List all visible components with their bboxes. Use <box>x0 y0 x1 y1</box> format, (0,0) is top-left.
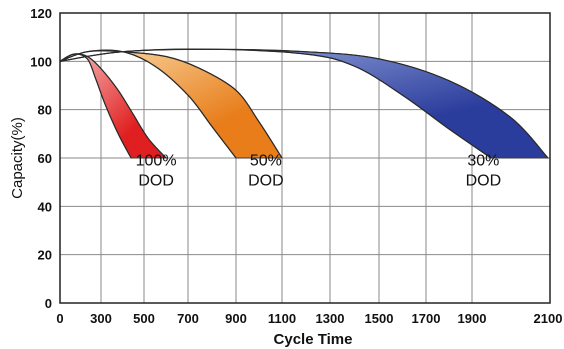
series-label-1: 50% <box>250 152 282 169</box>
x-tick-label: 1300 <box>316 311 345 326</box>
series-label-2: 30% <box>467 152 499 169</box>
series-areas <box>59 48 550 159</box>
y-axis-ticks: 0 20 40 60 80 100 120 <box>30 6 52 311</box>
y-tick-label: 0 <box>45 296 52 311</box>
y-tick-label: 100 <box>30 54 52 69</box>
series-label-2: DOD <box>466 172 502 189</box>
series-lower-line-1 <box>59 49 237 159</box>
y-axis-title: Capacity(%) <box>9 117 26 199</box>
x-tick-label: 500 <box>133 311 155 326</box>
series-area-0 <box>59 53 168 159</box>
y-tick-label: 80 <box>38 103 52 118</box>
y-tick-label: 120 <box>30 6 52 21</box>
series-lower-line-0 <box>59 53 132 159</box>
series-label-0: 100% <box>136 152 177 169</box>
plot-frame <box>59 12 551 304</box>
x-tick-label: 2100 <box>534 311 563 326</box>
series-labels: 100% DOD 50% DOD 30% DOD <box>136 152 502 189</box>
series-label-0: DOD <box>138 172 174 189</box>
x-tick-label: 300 <box>90 311 112 326</box>
series-label-1: DOD <box>248 172 284 189</box>
x-tick-label: 0 <box>56 311 63 326</box>
x-tick-label: 1900 <box>458 311 487 326</box>
series-lower-line-2 <box>59 48 492 159</box>
x-tick-label: 1700 <box>412 311 441 326</box>
y-tick-label: 60 <box>38 151 52 166</box>
y-tick-label: 20 <box>38 248 52 263</box>
x-tick-label: 700 <box>177 311 199 326</box>
x-axis-ticks: 0 300 500 700 900 1100 1300 1500 1700 1900 2100 <box>56 311 562 326</box>
y-tick-label: 40 <box>38 199 52 214</box>
x-tick-label: 1100 <box>268 311 296 326</box>
x-axis-title: Cycle Time <box>274 331 353 348</box>
x-tick-label: 900 <box>225 311 247 326</box>
x-tick-label: 1500 <box>365 311 394 326</box>
